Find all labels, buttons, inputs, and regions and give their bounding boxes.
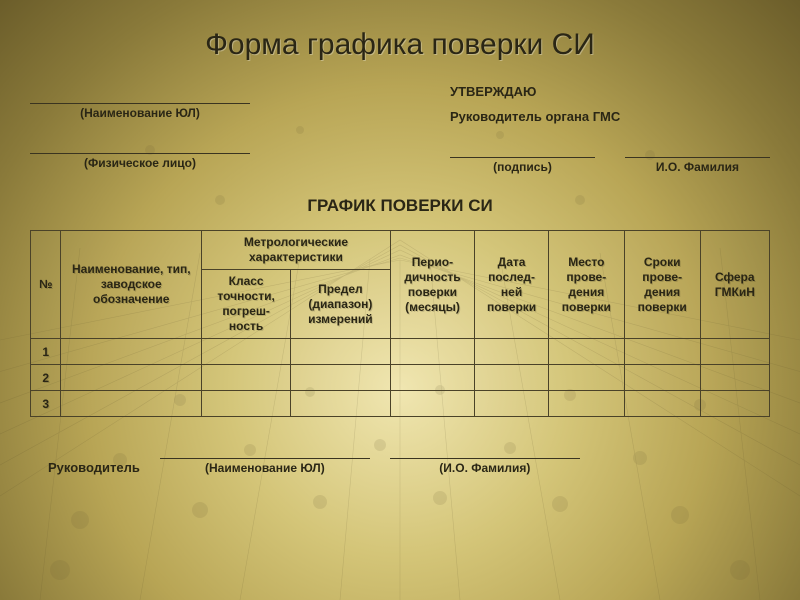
col-lastdate: Дата послед-ней поверки <box>475 231 549 339</box>
col-range: Предел (диапазон) измерений <box>291 270 391 339</box>
table-row: 1 <box>31 339 770 365</box>
footer-head-label: Руководитель <box>48 460 140 475</box>
table-title: ГРАФИК ПОВЕРКИ СИ <box>30 196 770 216</box>
col-sphere: Сфера ГМКиН <box>700 231 769 339</box>
col-num: № <box>31 231 61 339</box>
col-terms: Сроки прове-дения поверки <box>624 231 700 339</box>
footer-name-caption: (Наименование ЮЛ) <box>160 461 370 475</box>
fio-caption: И.О. Фамилия <box>625 160 770 174</box>
table-row: 3 <box>31 391 770 417</box>
footer-fio-line <box>390 445 580 459</box>
row-num: 3 <box>31 391 61 417</box>
footer-name-line <box>160 445 370 459</box>
col-metro-group: Метрологические характеристики <box>202 231 391 270</box>
signature-caption: (подпись) <box>450 160 595 174</box>
col-period: Перио-дичность поверки (месяцы) <box>390 231 475 339</box>
col-accuracy: Класс точности, погреш-ность <box>202 270 291 339</box>
col-name: Наименование, тип, заводское обозначение <box>61 231 202 339</box>
org-name-caption: (Наименование ЮЛ) <box>30 106 250 120</box>
col-place: Место прове-дения поверки <box>548 231 624 339</box>
footer-fio-caption: (И.О. Фамилия) <box>390 461 580 475</box>
footer-block: Руководитель (Наименование ЮЛ) (И.О. Фам… <box>30 445 770 475</box>
row-num: 2 <box>31 365 61 391</box>
signature-line <box>450 142 595 158</box>
approve-label: УТВЕРЖДАЮ <box>450 84 770 99</box>
row-num: 1 <box>31 339 61 365</box>
page-title: Форма графика поверки СИ <box>30 28 770 62</box>
table-row: 2 <box>31 365 770 391</box>
person-line <box>30 138 250 154</box>
approval-block: (Наименование ЮЛ) (Физическое лицо) УТВЕ… <box>30 84 770 174</box>
org-name-line <box>30 88 250 104</box>
person-caption: (Физическое лицо) <box>30 156 250 170</box>
verification-table: № Наименование, тип, заводское обозначен… <box>30 230 770 417</box>
fio-line <box>625 142 770 158</box>
head-label: Руководитель органа ГМС <box>450 109 770 124</box>
